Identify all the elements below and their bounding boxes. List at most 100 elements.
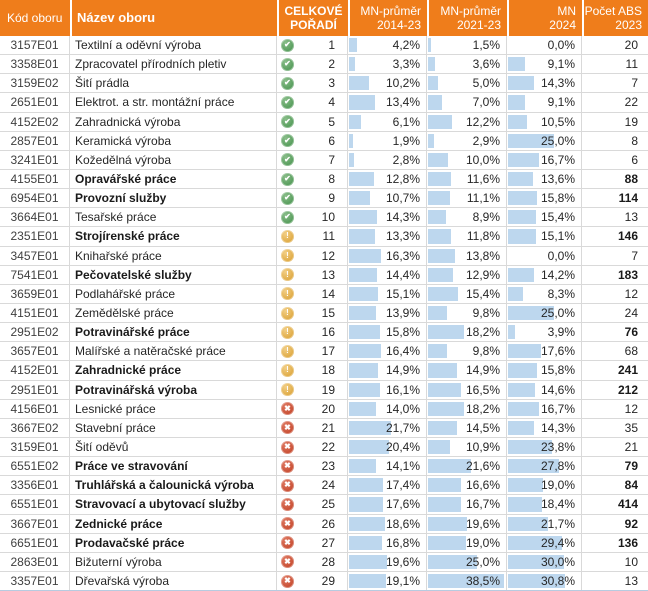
- mn-avg-2014-23-cell[interactable]: 16,8%: [348, 533, 427, 552]
- mn-avg-2014-23-cell[interactable]: 14,0%: [348, 399, 427, 418]
- mn-2024-cell[interactable]: 30,0%: [507, 552, 582, 571]
- overall-rank-cell[interactable]: ! 14: [277, 284, 348, 303]
- mn-avg-2021-23-cell[interactable]: 7,0%: [427, 93, 507, 112]
- abs-count-cell[interactable]: 68: [624, 344, 638, 359]
- header-overall-rank[interactable]: CELKOVÉ POŘADÍ: [277, 0, 348, 36]
- field-code-cell[interactable]: 3457E01: [0, 246, 70, 265]
- mn-avg-2021-23-cell[interactable]: 1,5%: [427, 36, 507, 55]
- abs-count-cell[interactable]: 6: [631, 152, 638, 167]
- field-name-cell[interactable]: Lesnické práce: [70, 399, 277, 418]
- abs-count-cell[interactable]: 22: [624, 95, 638, 110]
- field-name-cell[interactable]: Knihařské práce: [70, 246, 277, 265]
- mn-2024-cell[interactable]: 14,6%: [507, 380, 582, 399]
- mn-avg-2021-23-cell[interactable]: 18,2%: [427, 399, 507, 418]
- abs-count-cell[interactable]: 92: [624, 516, 638, 531]
- field-code-cell[interactable]: 2951E02: [0, 323, 70, 342]
- overall-rank-cell[interactable]: ✔ 10: [277, 208, 348, 227]
- mn-avg-2014-23-cell[interactable]: 6,1%: [348, 112, 427, 131]
- field-name-cell[interactable]: Zahradnická výroba: [70, 112, 277, 131]
- overall-rank-cell[interactable]: ! 17: [277, 342, 348, 361]
- mn-avg-2021-23-cell[interactable]: 16,5%: [427, 380, 507, 399]
- abs-count-cell[interactable]: 146: [617, 229, 638, 244]
- field-name-cell[interactable]: Potravinářská výroba: [70, 380, 277, 399]
- field-code-cell[interactable]: 4156E01: [0, 399, 70, 418]
- field-name-cell[interactable]: Zahradnické práce: [70, 361, 277, 380]
- mn-avg-2014-23-cell[interactable]: 16,1%: [348, 380, 427, 399]
- field-name-cell[interactable]: Šití oděvů: [70, 437, 277, 457]
- field-name-cell[interactable]: Prodavačské práce: [70, 533, 277, 552]
- mn-2024-cell[interactable]: 23,8%: [507, 437, 582, 457]
- mn-2024-cell[interactable]: 0,0%: [507, 36, 582, 55]
- field-name-cell[interactable]: Strojírenské práce: [70, 227, 277, 246]
- overall-rank-cell[interactable]: ! 16: [277, 323, 348, 342]
- mn-avg-2014-23-cell[interactable]: 15,8%: [348, 323, 427, 342]
- header-code[interactable]: Kód oboru: [0, 0, 70, 36]
- field-code-cell[interactable]: 6551E01: [0, 495, 70, 514]
- field-code-cell[interactable]: 4151E01: [0, 303, 70, 323]
- field-name-cell[interactable]: Textilní a oděvní výroba: [70, 36, 277, 55]
- field-code-cell[interactable]: 2863E01: [0, 552, 70, 571]
- field-code-cell[interactable]: 6651E01: [0, 533, 70, 552]
- mn-2024-cell[interactable]: 16,7%: [507, 150, 582, 169]
- abs-count-cell[interactable]: 12: [624, 401, 638, 416]
- overall-rank-cell[interactable]: ✖ 25: [277, 495, 348, 514]
- mn-2024-cell[interactable]: 13,6%: [507, 169, 582, 189]
- mn-avg-2014-23-cell[interactable]: 14,9%: [348, 361, 427, 380]
- mn-avg-2021-23-cell[interactable]: 16,6%: [427, 476, 507, 495]
- mn-2024-cell[interactable]: 3,9%: [507, 323, 582, 342]
- header-abs-count-2023[interactable]: Počet ABS 2023: [582, 0, 648, 36]
- overall-rank-cell[interactable]: ✔ 6: [277, 131, 348, 150]
- abs-count-cell[interactable]: 79: [624, 459, 638, 474]
- mn-avg-2021-23-cell[interactable]: 14,5%: [427, 418, 507, 437]
- overall-rank-cell[interactable]: ✔ 5: [277, 112, 348, 131]
- mn-avg-2014-23-cell[interactable]: 16,4%: [348, 342, 427, 361]
- overall-rank-cell[interactable]: ✖ 26: [277, 514, 348, 533]
- mn-avg-2014-23-cell[interactable]: 18,6%: [348, 514, 427, 533]
- mn-avg-2021-23-cell[interactable]: 11,8%: [427, 227, 507, 246]
- overall-rank-cell[interactable]: ✖ 22: [277, 437, 348, 457]
- mn-avg-2021-23-cell[interactable]: 12,2%: [427, 112, 507, 131]
- mn-2024-cell[interactable]: 14,3%: [507, 418, 582, 437]
- overall-rank-cell[interactable]: ! 18: [277, 361, 348, 380]
- field-code-cell[interactable]: 3241E01: [0, 150, 70, 169]
- field-name-cell[interactable]: Zemědělské práce: [70, 303, 277, 323]
- field-code-cell[interactable]: 3356E01: [0, 476, 70, 495]
- mn-avg-2021-23-cell[interactable]: 25,0%: [427, 552, 507, 571]
- mn-2024-cell[interactable]: 15,8%: [507, 361, 582, 380]
- field-name-cell[interactable]: Zpracovatel přírodních pletiv: [70, 55, 277, 74]
- field-code-cell[interactable]: 3657E01: [0, 342, 70, 361]
- field-name-cell[interactable]: Potravinářské práce: [70, 323, 277, 342]
- field-code-cell[interactable]: 2651E01: [0, 93, 70, 112]
- overall-rank-cell[interactable]: ✖ 24: [277, 476, 348, 495]
- mn-avg-2014-23-cell[interactable]: 13,3%: [348, 227, 427, 246]
- mn-avg-2014-23-cell[interactable]: 4,2%: [348, 36, 427, 55]
- mn-avg-2014-23-cell[interactable]: 19,1%: [348, 571, 427, 590]
- field-code-cell[interactable]: 7541E01: [0, 265, 70, 284]
- abs-count-cell[interactable]: 11: [625, 57, 638, 72]
- mn-avg-2021-23-cell[interactable]: 10,9%: [427, 437, 507, 457]
- mn-2024-cell[interactable]: 0,0%: [507, 246, 582, 265]
- field-code-cell[interactable]: 3357E01: [0, 571, 70, 590]
- field-code-cell[interactable]: 4152E02: [0, 112, 70, 131]
- field-name-cell[interactable]: Keramická výroba: [70, 131, 277, 150]
- mn-avg-2014-23-cell[interactable]: 17,6%: [348, 495, 427, 514]
- mn-2024-cell[interactable]: 9,1%: [507, 55, 582, 74]
- mn-avg-2021-23-cell[interactable]: 9,8%: [427, 303, 507, 323]
- header-mn-2024[interactable]: MN 2024: [507, 0, 582, 36]
- mn-avg-2021-23-cell[interactable]: 11,6%: [427, 169, 507, 189]
- abs-count-cell[interactable]: 136: [617, 535, 638, 550]
- mn-avg-2021-23-cell[interactable]: 12,9%: [427, 265, 507, 284]
- mn-avg-2021-23-cell[interactable]: 14,9%: [427, 361, 507, 380]
- field-name-cell[interactable]: Zednické práce: [70, 514, 277, 533]
- field-code-cell[interactable]: 4155E01: [0, 169, 70, 189]
- mn-avg-2021-23-cell[interactable]: 8,9%: [427, 208, 507, 227]
- mn-2024-cell[interactable]: 15,1%: [507, 227, 582, 246]
- mn-avg-2021-23-cell[interactable]: 5,0%: [427, 74, 507, 93]
- mn-2024-cell[interactable]: 25,0%: [507, 131, 582, 150]
- abs-count-cell[interactable]: 8: [631, 133, 638, 148]
- field-code-cell[interactable]: 4152E01: [0, 361, 70, 380]
- abs-count-cell[interactable]: 12: [624, 286, 638, 301]
- abs-count-cell[interactable]: 35: [624, 420, 638, 435]
- mn-avg-2021-23-cell[interactable]: 16,7%: [427, 495, 507, 514]
- abs-count-cell[interactable]: 19: [624, 114, 638, 129]
